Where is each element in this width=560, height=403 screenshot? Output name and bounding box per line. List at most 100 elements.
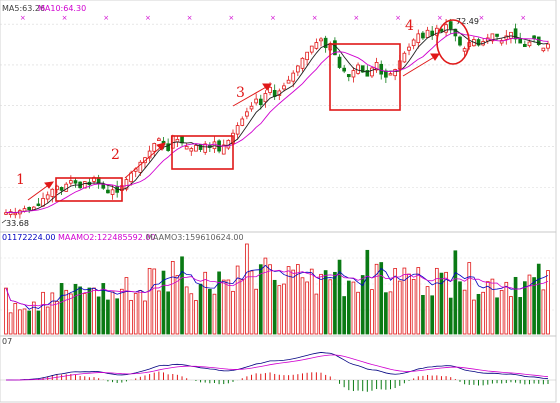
volume-bar: [175, 275, 180, 335]
volume-bar: [147, 267, 152, 335]
candle-body: [152, 143, 157, 152]
candle-body: [194, 145, 198, 152]
volume-bar: [240, 279, 245, 335]
candle-body: [370, 67, 374, 77]
candle-body: [64, 183, 69, 192]
candle-body: [532, 35, 536, 39]
volume-bar: [55, 301, 59, 335]
volume-bar: [258, 264, 263, 335]
volume-bar: [402, 267, 407, 335]
volume-bar: [504, 281, 509, 335]
low-price-label: 33.68: [6, 219, 29, 228]
volume-bar: [448, 297, 453, 335]
volume-bar: [36, 310, 41, 335]
indicator-label: 07: [2, 337, 12, 346]
volume-bar: [217, 271, 221, 335]
price-panel: [0, 0, 557, 233]
arrow-2-head: [156, 142, 166, 151]
volume-bar: [249, 270, 254, 335]
volume-bar: [69, 293, 73, 335]
volume-bar: [518, 297, 523, 335]
volume-bar: [411, 278, 416, 335]
volume-bar: [532, 277, 536, 335]
candle-body: [13, 212, 18, 216]
candle-body: [393, 69, 397, 77]
annotation-box-1: [55, 177, 123, 202]
volume-bar: [476, 293, 481, 335]
volume-bar: [231, 290, 235, 335]
volume-bar: [323, 270, 328, 335]
volume-bar: [328, 279, 333, 335]
volume-bar: [143, 300, 147, 335]
volume-bar: [129, 299, 133, 335]
candle-body: [69, 180, 73, 184]
volume-bar: [124, 277, 129, 335]
volume-bar: [133, 293, 138, 335]
volume-bar: [161, 270, 166, 335]
candle-body: [499, 40, 504, 44]
candle-body: [110, 189, 115, 195]
candle-body: [509, 31, 513, 39]
candle-body: [490, 33, 495, 42]
volume-bar: [166, 291, 170, 335]
arrow-4-head: [430, 53, 440, 61]
top-marker: ×: [395, 14, 401, 22]
maamo3-label: MAAMO3:159610624.00: [146, 233, 244, 242]
volume-bar: [203, 271, 208, 335]
annotation-number-2: 2: [111, 147, 120, 163]
indicator-bars: [5, 352, 549, 392]
volume-bar: [101, 283, 106, 335]
volume-bar: [351, 281, 356, 335]
volume-bar: [41, 291, 45, 335]
volume-bar: [365, 249, 370, 335]
candle-body: [147, 150, 152, 159]
volume-bar: [268, 264, 272, 335]
candle-body: [365, 70, 370, 77]
annotation-number-3: 3: [236, 85, 245, 101]
volume-bar: [31, 301, 36, 335]
top-markers: × × × × × × × × × × × × ×: [20, 14, 526, 22]
candle-body: [360, 65, 365, 73]
volume-bar: [226, 279, 231, 335]
volume-bar: [106, 299, 110, 335]
candle-body: [351, 70, 356, 78]
annotation-box-3: [329, 43, 401, 111]
volume-bar: [82, 293, 87, 335]
arrow-3: [232, 85, 269, 107]
candle-body: [388, 73, 393, 76]
arrow-4: [402, 55, 437, 77]
volume-bar: [254, 288, 258, 335]
candle-body: [50, 188, 55, 197]
candle-body: [416, 33, 421, 44]
candle-body: [476, 39, 481, 46]
arrow-2: [124, 145, 163, 179]
volume-bar: [379, 262, 384, 335]
volume-bar: [45, 306, 50, 335]
candle-body: [59, 187, 64, 191]
candle-body: [462, 48, 467, 52]
volume-bar: [439, 272, 444, 335]
candle-body: [333, 40, 337, 56]
volume-bar: [462, 289, 467, 335]
volume-bar: [416, 267, 421, 335]
volume-bar: [87, 287, 92, 335]
candle-body: [425, 29, 430, 38]
candle-body: [291, 72, 296, 82]
volume-bar: [291, 269, 296, 335]
candle-body: [319, 38, 323, 42]
candle-body: [235, 125, 240, 135]
volume-bar: [356, 291, 360, 335]
volume-bar: [384, 292, 388, 335]
candle-body: [258, 98, 263, 106]
candle-body: [124, 179, 129, 190]
candle-body: [249, 105, 254, 110]
volume-bar: [13, 303, 18, 335]
candle-body: [356, 64, 360, 74]
ma5-label: MA5:63.26: [2, 4, 45, 13]
candle-body: [300, 57, 305, 69]
top-marker: ×: [187, 14, 193, 22]
candle-body: [166, 143, 170, 151]
top-marker: ×: [145, 14, 151, 22]
volume-bar: [115, 298, 120, 335]
